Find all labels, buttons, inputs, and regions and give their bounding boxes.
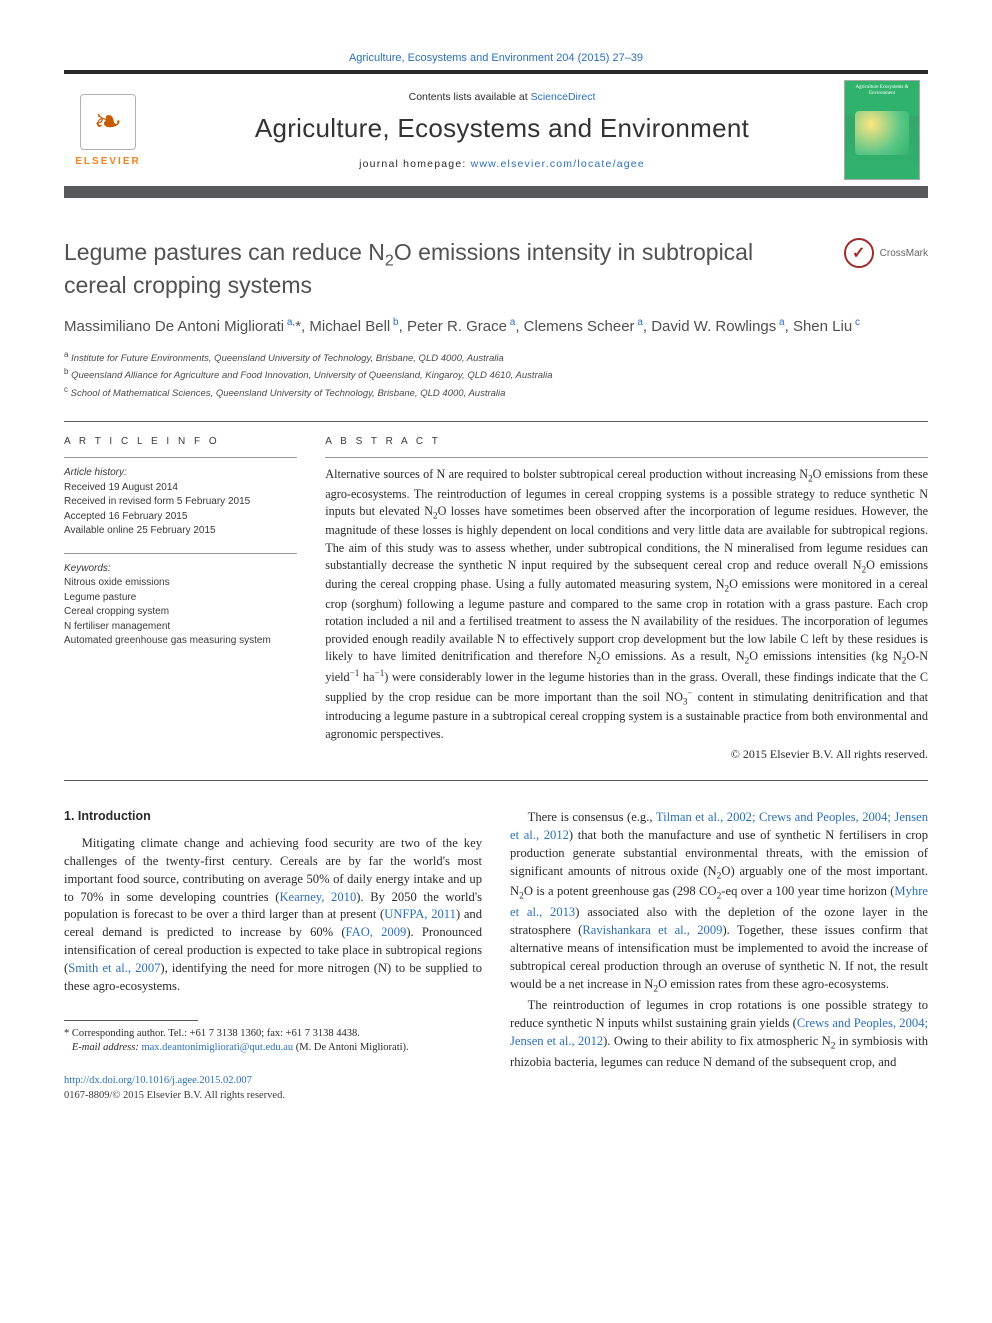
intro-para-2: There is consensus (e.g., Tilman et al.,… — [510, 809, 928, 997]
journal-cover-thumbnail: Agriculture Ecosystems & Environment — [844, 80, 920, 180]
article-history-group: Article history: Received 19 August 2014… — [64, 466, 297, 539]
journal-header: ❧ ELSEVIER Contents lists available at S… — [64, 70, 928, 198]
crossmark-icon: ✓ — [844, 238, 874, 268]
cover-art-icon — [855, 111, 909, 155]
elsevier-wordmark: ELSEVIER — [75, 156, 140, 167]
intro-para-1: Mitigating climate change and achieving … — [64, 835, 482, 996]
affil-c-text: School of Mathematical Sciences, Queensl… — [71, 388, 506, 399]
kw-3: N fertiliser management — [64, 620, 297, 635]
kw-4: Automated greenhouse gas measuring syste… — [64, 634, 297, 649]
abstract-text: Alternative sources of N are required to… — [325, 466, 928, 743]
abstract-copyright: © 2015 Elsevier B.V. All rights reserved… — [325, 747, 928, 762]
email-tail: (M. De Antoni Migliorati). — [293, 1042, 409, 1053]
affiliation-b: b Queensland Alliance for Agriculture an… — [64, 366, 928, 383]
kw-2: Cereal cropping system — [64, 605, 297, 620]
info-rule-2 — [64, 553, 297, 554]
rule-above-abstract — [64, 421, 928, 422]
corresponding-author-block: * Corresponding author. Tel.: +61 7 3138… — [64, 1027, 482, 1056]
affiliation-c: c School of Mathematical Sciences, Queen… — [64, 384, 928, 401]
contents-line: Contents lists available at ScienceDirec… — [409, 91, 596, 103]
homepage-link[interactable]: www.elsevier.com/locate/agee — [471, 158, 645, 170]
header-center: Contents lists available at ScienceDirec… — [160, 74, 844, 186]
sciencedirect-link[interactable]: ScienceDirect — [531, 91, 596, 103]
intro-para-3: The reintroduction of legumes in crop ro… — [510, 997, 928, 1072]
body-right-col: There is consensus (e.g., Tilman et al.,… — [510, 809, 928, 1104]
journal-name: Agriculture, Ecosystems and Environment — [255, 113, 749, 144]
hist-received: Received 19 August 2014 — [64, 481, 297, 496]
article-title: Legume pastures can reduce N2O emissions… — [64, 238, 772, 299]
cover-title: Agriculture Ecosystems & Environment — [845, 81, 919, 101]
email-label: E-mail address: — [72, 1042, 142, 1053]
contents-pre: Contents lists available at — [409, 91, 531, 103]
affil-a-text: Institute for Future Environments, Queen… — [71, 353, 504, 364]
body-left-col: 1. Introduction Mitigating climate chang… — [64, 809, 482, 1104]
crossmark-badge[interactable]: ✓ CrossMark — [844, 238, 928, 268]
journal-homepage: journal homepage: www.elsevier.com/locat… — [359, 158, 645, 170]
abs-rule — [325, 457, 928, 458]
affil-b-text: Queensland Alliance for Agriculture and … — [71, 371, 552, 382]
body-columns: 1. Introduction Mitigating climate chang… — [64, 809, 928, 1104]
kw-1: Legume pasture — [64, 591, 297, 606]
hist-online: Available online 25 February 2015 — [64, 524, 297, 539]
affiliations-block: a Institute for Future Environments, Que… — [64, 349, 928, 401]
hist-revised: Received in revised form 5 February 2015 — [64, 495, 297, 510]
page-container: Agriculture, Ecosystems and Environment … — [0, 0, 992, 1144]
top-citation: Agriculture, Ecosystems and Environment … — [64, 52, 928, 64]
article-info-head: A R T I C L E I N F O — [64, 436, 297, 447]
info-rule — [64, 457, 297, 458]
history-head: Article history: — [64, 466, 297, 481]
affiliation-a: a Institute for Future Environments, Que… — [64, 349, 928, 366]
top-citation-link[interactable]: Agriculture, Ecosystems and Environment … — [349, 52, 643, 64]
corr-line: * Corresponding author. Tel.: +61 7 3138… — [77, 1027, 482, 1042]
kw-0: Nitrous oxide emissions — [64, 576, 297, 591]
hist-accepted: Accepted 16 February 2015 — [64, 510, 297, 525]
elsevier-logo: ❧ ELSEVIER — [68, 74, 148, 186]
abstract-column: A B S T R A C T Alternative sources of N… — [325, 436, 928, 762]
issn-line: 0167-8809/© 2015 Elsevier B.V. All right… — [64, 1090, 285, 1101]
abstract-head: A B S T R A C T — [325, 436, 928, 447]
rule-below-abstract — [64, 780, 928, 781]
correspondence-rule — [64, 1020, 198, 1021]
doi-block: http://dx.doi.org/10.1016/j.agee.2015.02… — [64, 1074, 482, 1103]
homepage-pre: journal homepage: — [359, 158, 471, 170]
title-block: ✓ CrossMark Legume pastures can reduce N… — [64, 238, 928, 401]
authors-line: Massimiliano De Antoni Migliorati a,*, M… — [64, 315, 928, 339]
elsevier-tree-icon: ❧ — [80, 94, 136, 150]
info-abstract-row: A R T I C L E I N F O Article history: R… — [64, 436, 928, 762]
doi-link[interactable]: http://dx.doi.org/10.1016/j.agee.2015.02… — [64, 1075, 252, 1086]
corr-email-link[interactable]: max.deantonimigliorati@qut.edu.au — [141, 1042, 293, 1053]
keywords-head: Keywords: — [64, 562, 297, 577]
corr-email: E-mail address: max.deantonimigliorati@q… — [77, 1041, 482, 1056]
section-1-head: 1. Introduction — [64, 809, 482, 823]
crossmark-label: CrossMark — [880, 248, 928, 259]
keywords-group: Keywords: Nitrous oxide emissions Legume… — [64, 562, 297, 649]
article-info-column: A R T I C L E I N F O Article history: R… — [64, 436, 297, 762]
